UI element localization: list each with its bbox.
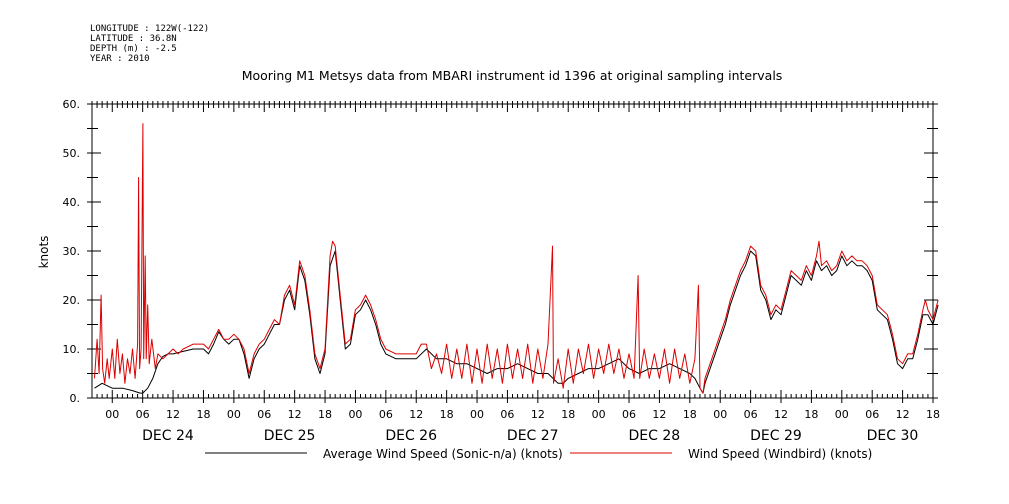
y-tick-label: 10. (63, 343, 81, 356)
metadata-block: LONGITUDE : 122W(-122) LATITUDE : 36.8N … (90, 24, 209, 64)
legend: Average Wind Speed (Sonic-n/a) (knots) W… (205, 447, 872, 461)
x-tick-label: 06 (622, 408, 636, 421)
x-tick-label: 00 (105, 408, 119, 421)
x-tick-label: 00 (835, 408, 849, 421)
x-tick-label: 00 (592, 408, 606, 421)
series-group (94, 123, 939, 394)
x-tick-label: 06 (136, 408, 150, 421)
x-day-label: DEC 29 (750, 428, 802, 444)
x-day-label: DEC 30 (867, 428, 919, 444)
depth-text: DEPTH (m) : -2.5 (90, 44, 177, 54)
legend-label-average: Average Wind Speed (Sonic-n/a) (knots) (323, 447, 563, 461)
y-tick-label: 60. (63, 98, 81, 111)
latitude-text: LATITUDE : 36.8N (90, 34, 177, 44)
x-day-label: DEC 26 (385, 428, 437, 444)
x-tick-label: 06 (257, 408, 271, 421)
x-tick-label: 06 (379, 408, 393, 421)
x-tick-label: 12 (166, 408, 180, 421)
x-tick-label: 18 (683, 408, 697, 421)
x-tick-label: 06 (744, 408, 758, 421)
x-tick-label: 00 (227, 408, 241, 421)
x-tick-label: 00 (713, 408, 727, 421)
x-tick-label: 18 (318, 408, 332, 421)
y-tick-label: 0. (70, 392, 81, 405)
legend-label-windbird: Wind Speed (Windbird) (knots) (688, 447, 872, 461)
x-tick-label: 18 (926, 408, 940, 421)
y-axis-label: knots (37, 236, 51, 269)
x-tick-label: 18 (196, 408, 210, 421)
chart-title: Mooring M1 Metsys data from MBARI instru… (242, 68, 783, 83)
x-day-label: DEC 25 (264, 428, 316, 444)
x-tick-label: 12 (288, 408, 302, 421)
x-tick-label: 06 (500, 408, 514, 421)
longitude-text: LONGITUDE : 122W(-122) (90, 24, 209, 34)
x-tick-label: 12 (409, 408, 423, 421)
x-day-label: DEC 24 (142, 428, 194, 444)
series-line-windbird (94, 123, 939, 394)
x-day-label: DEC 28 (629, 428, 681, 444)
x-tick-label: 18 (440, 408, 454, 421)
x-tick-label: 18 (561, 408, 575, 421)
year-text: YEAR : 2010 (90, 54, 150, 64)
y-tick-label: 20. (63, 294, 81, 307)
x-tick-label: 12 (774, 408, 788, 421)
x-tick-label: 00 (348, 408, 362, 421)
y-tick-label: 50. (63, 147, 81, 160)
x-day-label: DEC 27 (507, 428, 559, 444)
x-tick-label: 12 (896, 408, 910, 421)
y-tick-label: 30. (63, 245, 81, 258)
x-tick-label: 12 (531, 408, 545, 421)
plot-frame (91, 103, 934, 399)
x-tick-label: 06 (865, 408, 879, 421)
x-tick-label: 18 (804, 408, 818, 421)
x-tick-label: 12 (652, 408, 666, 421)
axes-group: 0. 10. 20. 30. 40. 50. 60. 00 06 12 18 00 06 12 18 00 06… (63, 98, 941, 444)
series-line-average-sonic (94, 250, 939, 394)
x-tick-label: 00 (470, 408, 484, 421)
y-tick-label: 40. (63, 196, 81, 209)
